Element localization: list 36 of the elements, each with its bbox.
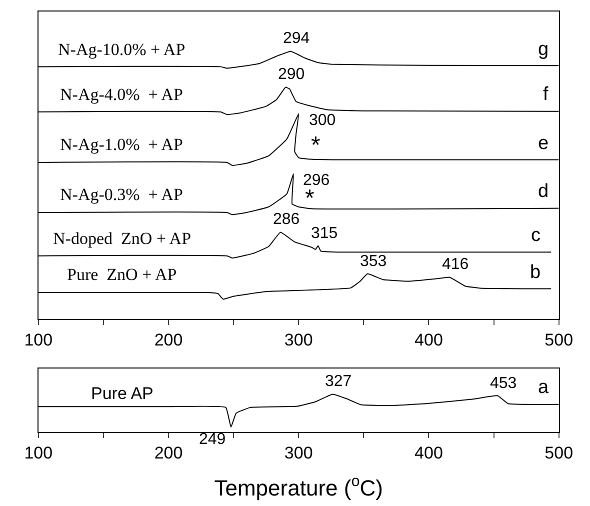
- series-label: N-Ag-4.0% + AP: [60, 85, 183, 104]
- annotation: e: [538, 133, 549, 154]
- annotation: 249: [199, 431, 226, 448]
- annotation: g: [538, 39, 549, 60]
- series-label: N-Ag-0.3% + AP: [60, 185, 183, 204]
- annotation: 290: [278, 66, 305, 83]
- annotation: 286: [273, 211, 300, 228]
- x-tick-label: 400: [414, 330, 443, 350]
- annotation: c: [531, 225, 540, 246]
- annotation: 353: [360, 253, 387, 270]
- annotation: d: [538, 181, 549, 202]
- x-tick-label: 400: [414, 444, 443, 463]
- x-tick-label: 200: [154, 444, 183, 463]
- annotation: f: [543, 84, 549, 105]
- x-tick-label: 200: [154, 330, 183, 350]
- series-label: N-Ag-10.0% + AP: [58, 40, 186, 59]
- annotation: 327: [325, 373, 352, 390]
- series-label: N-doped ZnO + AP: [53, 229, 192, 248]
- annotation: *: [311, 132, 320, 159]
- series-label: Pure AP: [91, 384, 154, 403]
- x-tick-label: 100: [24, 444, 53, 463]
- x-axis-title: Temperature ($^{o}$C): [214, 473, 383, 500]
- annotation: 294: [283, 30, 310, 47]
- annotation: 315: [311, 225, 338, 242]
- x-tick-label: 100: [24, 330, 53, 350]
- series-label: Pure ZnO + AP: [67, 265, 177, 284]
- annotation: 416: [442, 256, 469, 273]
- x-tick-label: 300: [284, 444, 313, 463]
- annotation: 300: [309, 112, 336, 129]
- annotation: b: [530, 262, 541, 283]
- annotation: a: [538, 377, 549, 398]
- annotation: 453: [490, 375, 517, 392]
- x-tick-label: 300: [284, 330, 313, 350]
- x-tick-label: 500: [544, 444, 574, 463]
- x-tick-label: 500: [544, 330, 574, 350]
- series-label: N-Ag-1.0% + AP: [60, 135, 183, 154]
